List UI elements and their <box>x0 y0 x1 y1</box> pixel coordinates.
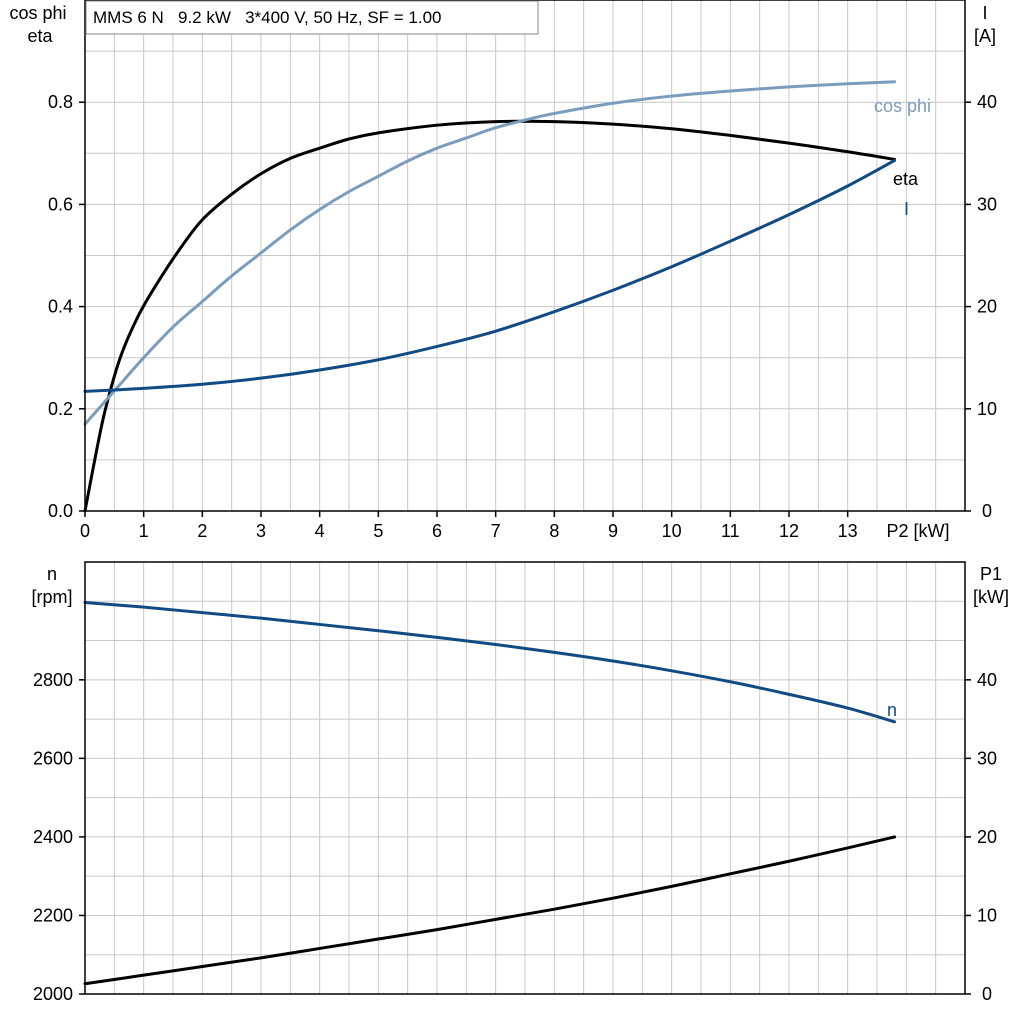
bottom-grid <box>85 562 965 994</box>
y-right-tick-label: 10 <box>977 905 997 925</box>
top-series <box>83 80 897 513</box>
x-tick-label: 0 <box>80 521 90 541</box>
y-right-tick-label: 0 <box>982 501 992 521</box>
x-axis-label: P2 [kW] <box>886 521 949 541</box>
series-line-cos-phi <box>83 80 897 426</box>
series-label-cosphi: cos phi <box>874 96 931 116</box>
y-right-tick-label: 20 <box>977 827 997 847</box>
left-axis-label-eta: eta <box>27 26 53 46</box>
x-tick-label: 13 <box>838 521 858 541</box>
y-left-tick-label: 0.6 <box>48 194 73 214</box>
right-axis-label-p1: P1 <box>980 564 1002 584</box>
left-axis-label-cosphi: cos phi <box>9 3 66 23</box>
series-label-n: n <box>887 700 897 720</box>
x-tick-label: 11 <box>721 521 740 541</box>
y-left-tick-label: 2800 <box>33 670 73 690</box>
chart-title: MMS 6 N 9.2 kW 3*400 V, 50 Hz, SF = 1.00 <box>93 8 442 27</box>
x-tick-label: 9 <box>608 521 618 541</box>
left-axis-label-rpm-unit: [rpm] <box>31 587 72 607</box>
top-plot-frame <box>84 0 966 512</box>
bottom-ticks: 2000 2200 2400 2600 2800 0 10 20 30 40 <box>33 670 997 1004</box>
y-left-tick-label: 2200 <box>33 905 73 925</box>
bottom-plot-frame <box>84 561 966 995</box>
x-tick-label: 4 <box>315 521 325 541</box>
series-line-p1 <box>83 835 897 986</box>
y-left-tick-label: 0.2 <box>48 399 73 419</box>
y-right-tick-label: 0 <box>982 984 992 1004</box>
y-left-tick-label: 0.8 <box>48 92 73 112</box>
y-left-tick-label: 0.0 <box>48 501 73 521</box>
x-tick-label: 3 <box>256 521 266 541</box>
y-left-tick-label: 2600 <box>33 748 73 768</box>
y-left-tick-label: 0.4 <box>48 297 73 317</box>
x-tick-label: 6 <box>432 521 442 541</box>
bottom-series <box>83 600 897 986</box>
y-left-tick-label: 2400 <box>33 827 73 847</box>
y-right-tick-label: 40 <box>977 670 997 690</box>
right-axis-label-kw-unit: [kW] <box>973 587 1009 607</box>
top-grid <box>85 0 965 511</box>
right-axis-label-a-unit: [A] <box>974 26 996 46</box>
chart-title-box: MMS 6 N 9.2 kW 3*400 V, 50 Hz, SF = 1.00 <box>85 0 539 35</box>
chart-title-frame <box>85 0 539 35</box>
left-axis-label-n: n <box>47 564 57 584</box>
x-tick-label: 8 <box>549 521 559 541</box>
right-axis-label-i: I <box>982 3 987 23</box>
x-tick-label: 1 <box>139 521 149 541</box>
series-label-i: I <box>904 199 909 219</box>
y-right-tick-label: 20 <box>977 297 997 317</box>
x-tick-label: 2 <box>197 521 207 541</box>
y-right-tick-label: 30 <box>977 748 997 768</box>
series-label-eta: eta <box>893 169 919 189</box>
y-right-tick-label: 10 <box>977 399 997 419</box>
series-line-n <box>83 600 897 724</box>
x-tick-label: 10 <box>662 521 682 541</box>
y-left-tick-label: 2000 <box>33 984 73 1004</box>
series-line-i <box>83 158 897 393</box>
series-line-eta <box>83 119 897 513</box>
y-right-tick-label: 30 <box>977 194 997 214</box>
y-right-tick-label: 40 <box>977 92 997 112</box>
x-tick-label: 5 <box>373 521 383 541</box>
x-tick-label: 12 <box>779 521 799 541</box>
x-tick-label: 7 <box>491 521 501 541</box>
